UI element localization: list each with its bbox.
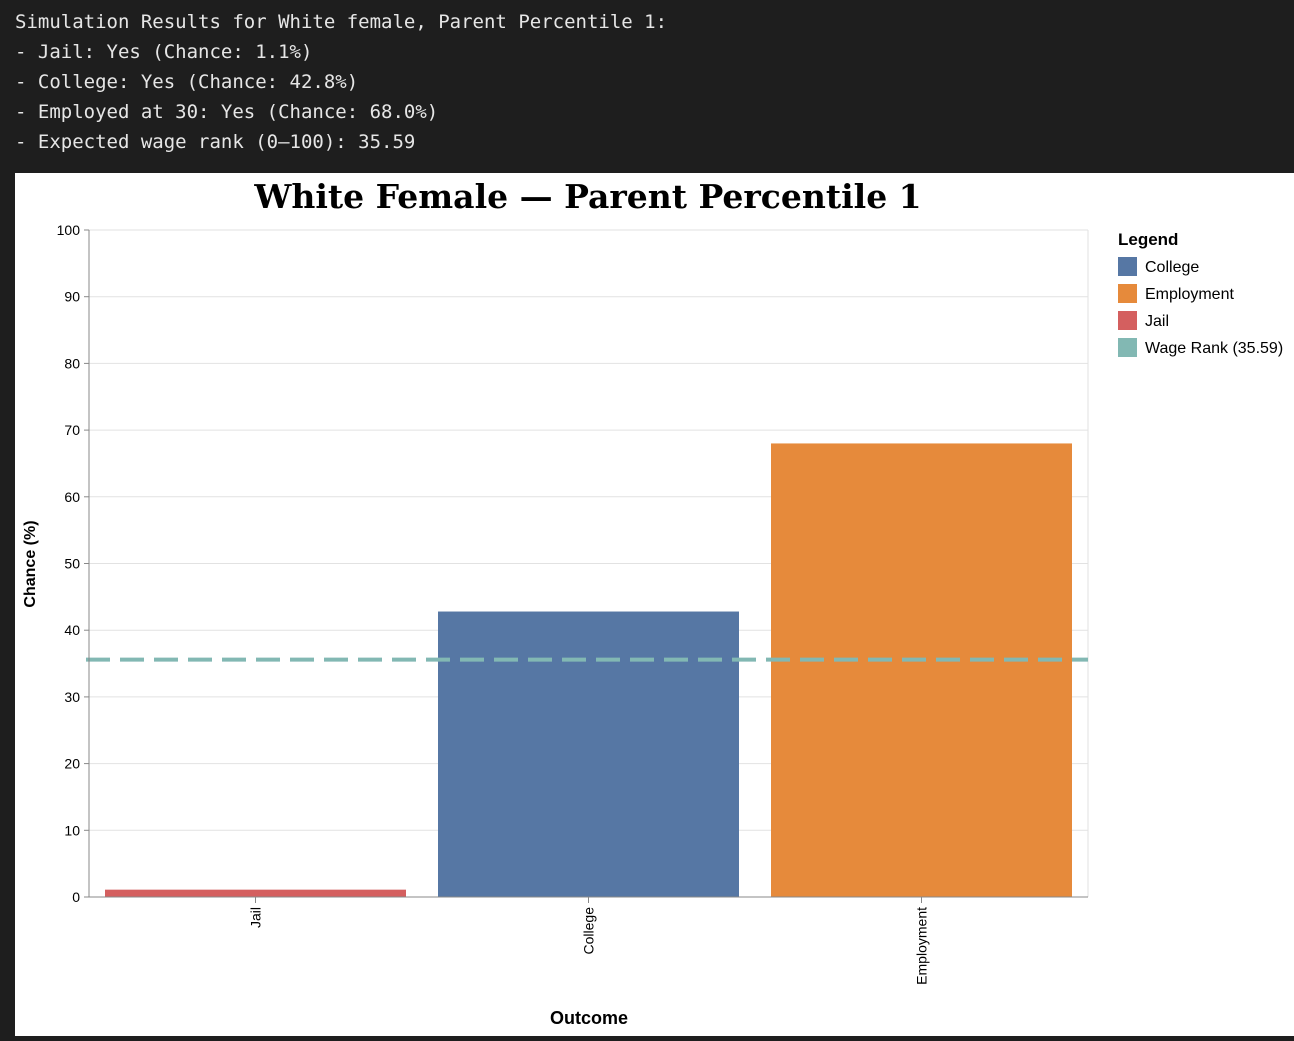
legend-label: Employment	[1145, 286, 1234, 303]
legend: Legend College Employment Jail Wage Rank (35…	[1118, 230, 1283, 357]
legend-swatch	[1118, 311, 1137, 330]
y-tick-label: 100	[57, 222, 81, 238]
x-tick-label: College	[581, 907, 597, 955]
legend-swatch	[1118, 284, 1137, 303]
bar-chart: White Female — Parent Percentile 1 0 10 20…	[22, 177, 1283, 1028]
bars	[105, 443, 1072, 897]
bar-college	[438, 611, 739, 897]
x-tick-label: Jail	[248, 907, 264, 928]
y-tick-label: 60	[64, 489, 80, 505]
x-axis-label: Outcome	[550, 1008, 628, 1028]
y-tick-label: 80	[64, 355, 80, 371]
y-tick-label: 20	[64, 756, 80, 772]
y-tick-label: 10	[64, 822, 80, 838]
x-tick-label: Employment	[914, 907, 930, 985]
legend-label: Jail	[1145, 313, 1169, 330]
chart-title: White Female — Parent Percentile 1	[253, 177, 921, 216]
axes: 0 10 20 30 40 50 60 70 80 90 100 Jail College Employm…	[57, 222, 1088, 985]
legend-label: College	[1145, 259, 1199, 276]
y-tick-label: 90	[64, 289, 80, 305]
legend-swatch	[1118, 257, 1137, 276]
chart-container: White Female — Parent Percentile 1 0 10 20…	[15, 173, 1294, 1036]
console-line-header: Simulation Results for White female, Par…	[15, 11, 668, 33]
console-line-wage-rank: - Expected wage rank (0–100): 35.59	[15, 131, 416, 153]
y-tick-label: 30	[64, 689, 80, 705]
legend-label: Wage Rank (35.59)	[1145, 340, 1283, 357]
y-tick-label: 40	[64, 622, 80, 638]
legend-title: Legend	[1118, 230, 1178, 249]
y-tick-label: 50	[64, 556, 80, 572]
console-line-college: - College: Yes (Chance: 42.8%)	[15, 71, 359, 93]
y-tick-label: 70	[64, 422, 80, 438]
bar-employment	[771, 443, 1072, 897]
console-output: Simulation Results for White female, Par…	[0, 0, 1294, 173]
legend-swatch	[1118, 338, 1137, 357]
y-axis-label: Chance (%)	[22, 520, 39, 607]
console-line-jail: - Jail: Yes (Chance: 1.1%)	[15, 41, 313, 63]
y-tick-label: 0	[72, 889, 80, 905]
console-line-employment: - Employed at 30: Yes (Chance: 68.0%)	[15, 101, 439, 123]
bar-jail	[105, 889, 406, 897]
